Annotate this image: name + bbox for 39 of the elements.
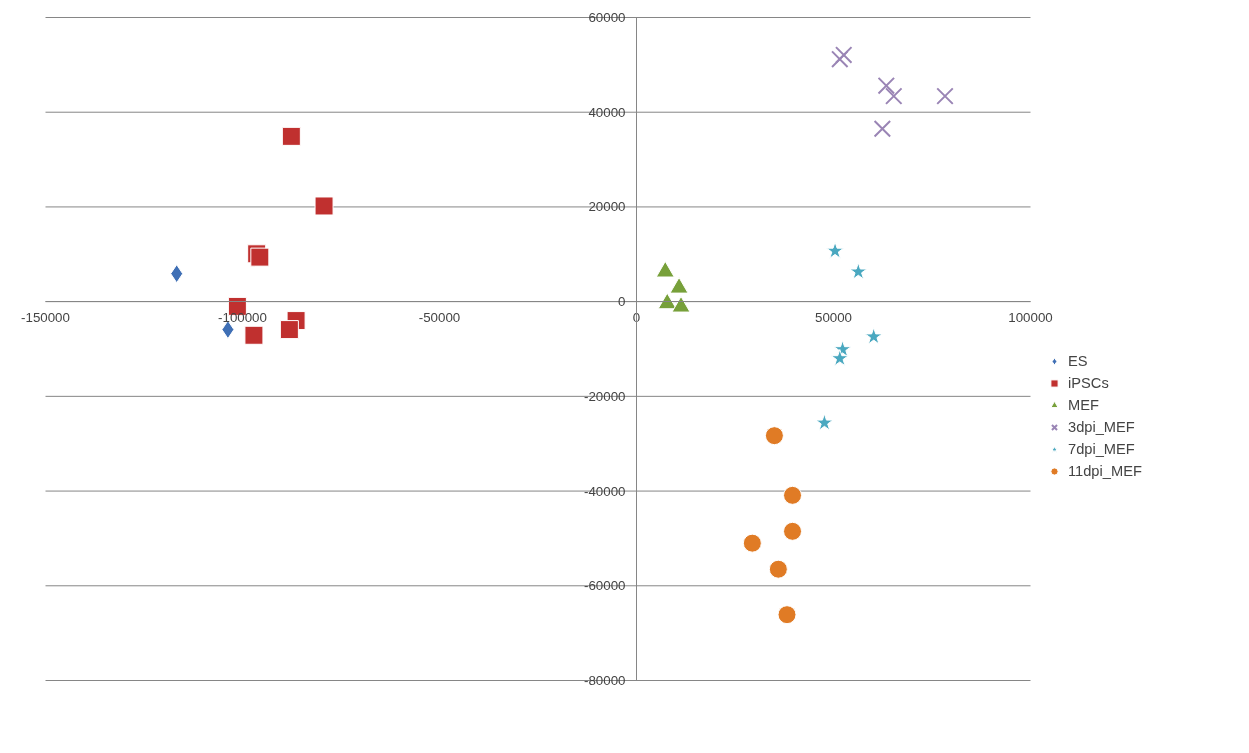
legend-label: 7dpi_MEF: [1068, 441, 1135, 457]
legend-label: 3dpi_MEF: [1068, 419, 1135, 435]
point: [783, 485, 803, 505]
point: [742, 533, 762, 553]
point: [221, 320, 235, 340]
x-tick-label: 100000: [1008, 309, 1053, 325]
point: [849, 262, 868, 280]
y-tick-label: 20000: [588, 199, 626, 215]
legend-label: MEF: [1068, 397, 1099, 413]
x-tick-label: 50000: [814, 309, 853, 325]
point: [783, 521, 803, 541]
x-tick-label: -100000: [218, 309, 267, 325]
point: [777, 605, 797, 625]
point: [244, 325, 264, 345]
point: [279, 320, 299, 340]
point: [764, 426, 784, 446]
point: [831, 50, 849, 68]
x-tick-label: -50000: [418, 309, 461, 325]
point: [864, 327, 883, 345]
point: [768, 559, 788, 579]
point: [834, 46, 853, 64]
y-tick-label: -60000: [584, 578, 626, 594]
point: [936, 87, 954, 105]
legend-label: 11dpi_MEF: [1068, 463, 1142, 479]
point: [885, 87, 903, 105]
y-tick-label: -20000: [584, 388, 626, 404]
legend-label: ES: [1068, 353, 1088, 369]
point: [281, 126, 301, 146]
y-tick-label: 40000: [588, 104, 626, 120]
point: [873, 120, 892, 138]
point: [314, 196, 334, 216]
point: [815, 413, 834, 431]
x-tick-label: -150000: [21, 309, 70, 325]
legend-label: iPSCs: [1068, 375, 1109, 391]
point: [877, 76, 896, 95]
y-tick-label: -40000: [584, 483, 626, 499]
point: [826, 241, 845, 259]
point: [830, 348, 849, 367]
point: [170, 264, 184, 284]
